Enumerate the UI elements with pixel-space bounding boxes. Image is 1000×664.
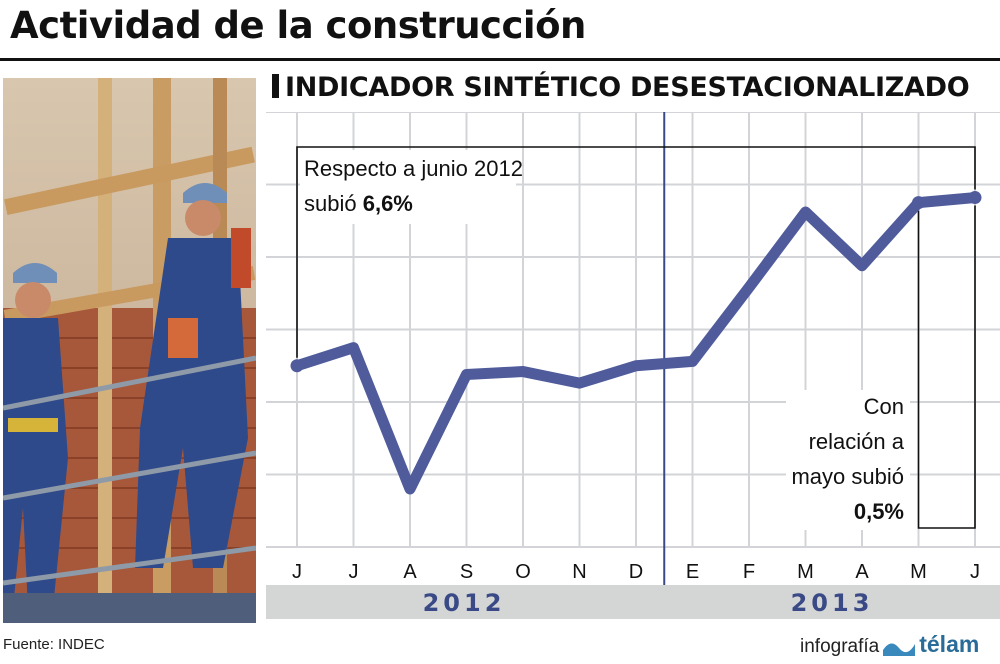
data-point: [912, 196, 925, 210]
series-line-group: [290, 191, 982, 495]
x-tick-label: M: [797, 561, 814, 583]
x-tick-label: N: [572, 561, 586, 583]
x-tick-label: J: [292, 561, 302, 583]
annotation-brackets: [296, 146, 976, 529]
line-chart: J J A S O N D E F M A M J 2012 2013 Respecto a junio…: [266, 112, 1000, 619]
credit: infografía télam: [800, 631, 979, 658]
year-label-2013: 2013: [791, 589, 874, 617]
x-tick-label: S: [460, 561, 473, 583]
x-tick-label: M: [910, 561, 927, 583]
series-line: [291, 192, 981, 495]
annotation-1-prefix: subió: [304, 191, 363, 216]
annotation-2-background: [786, 390, 910, 530]
title-divider: [0, 58, 1000, 61]
annotation-2-line3: mayo subió: [791, 464, 904, 489]
data-point: [290, 359, 304, 373]
source-note: Fuente: INDEC: [3, 636, 105, 653]
annotation-2-value: 0,5%: [854, 499, 904, 524]
annotation-1-line2: subió 6,6%: [304, 191, 413, 216]
x-tick-label: D: [629, 561, 643, 583]
annotation-1-value: 6,6%: [363, 191, 413, 216]
x-tick-label: F: [743, 561, 755, 583]
telam-wave-icon: [883, 643, 916, 656]
data-point: [968, 191, 982, 205]
annotation-1-line1: Respecto a junio 2012: [304, 156, 523, 181]
credit-brand: télam: [919, 631, 980, 657]
x-tick-label: A: [403, 561, 417, 583]
bracket-month-over-month: [917, 205, 976, 529]
chart-title: INDICADOR SINTÉTICO DESESTACIONALIZADO: [272, 72, 970, 103]
title-marker: [272, 74, 279, 98]
x-tick-label: A: [855, 561, 869, 583]
x-tick-label: J: [970, 561, 980, 583]
year-band: [266, 585, 1000, 619]
x-tick-label: E: [686, 561, 699, 583]
page-title: Actividad de la construcción: [10, 4, 586, 47]
year-label-2012: 2012: [423, 589, 506, 617]
bracket-year-over-year: [296, 146, 976, 358]
construction-workers-photo: [3, 78, 256, 623]
annotation-1-background: [300, 150, 516, 224]
annotation-2-line1: Con: [864, 394, 904, 419]
x-tick-label: J: [349, 561, 359, 583]
credit-prefix: infografía: [800, 636, 880, 657]
chart-title-text: INDICADOR SINTÉTICO DESESTACIONALIZADO: [285, 72, 970, 103]
x-tick-label: O: [515, 561, 531, 583]
annotation-2-line2: relación a: [809, 429, 905, 454]
